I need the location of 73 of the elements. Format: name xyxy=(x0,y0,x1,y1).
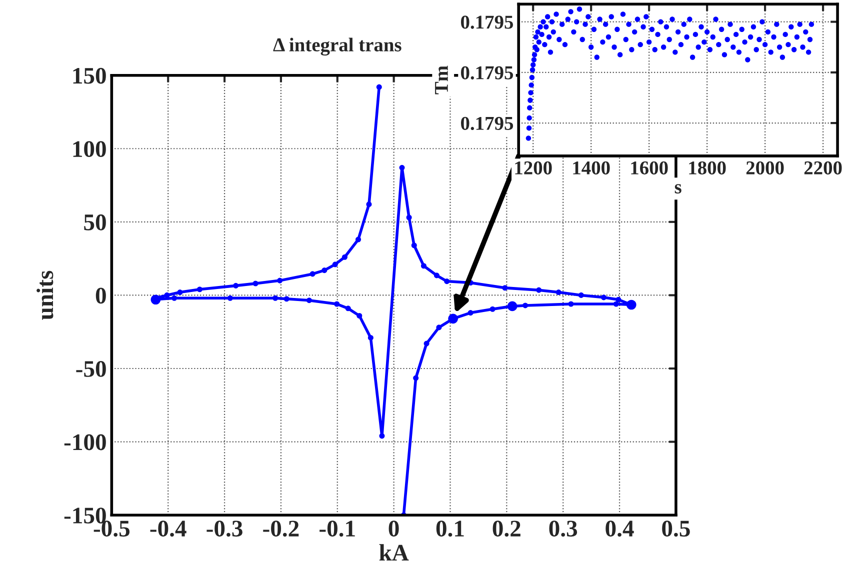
point xyxy=(306,298,312,304)
point xyxy=(434,272,440,278)
x-axis-title: s xyxy=(674,184,682,194)
point xyxy=(399,164,405,170)
chart-title: Δ integral trans xyxy=(273,38,402,56)
y-axis-title: Tm xyxy=(435,66,448,94)
point xyxy=(368,334,374,340)
point xyxy=(613,301,619,307)
y-tick-label: 0.1795 xyxy=(461,66,514,80)
y-tick-label: 100 xyxy=(73,141,106,158)
point xyxy=(411,242,417,248)
x-tick-label: -0.4 xyxy=(150,520,186,537)
point xyxy=(233,282,239,288)
point xyxy=(444,278,450,284)
point xyxy=(355,236,362,242)
point xyxy=(600,294,607,300)
point xyxy=(252,280,258,286)
point xyxy=(420,263,426,269)
point xyxy=(366,202,372,208)
y-axis-title: units xyxy=(36,270,54,320)
point xyxy=(272,295,278,301)
x-tick-label: 0.1 xyxy=(436,520,464,537)
x-tick-label: 2200 xyxy=(804,161,842,174)
point xyxy=(322,268,328,274)
point xyxy=(284,296,290,302)
point xyxy=(332,262,338,268)
x-tick-label: -0.1 xyxy=(320,520,355,537)
point xyxy=(522,302,528,308)
x-tick-label: 0 xyxy=(388,520,399,537)
point xyxy=(196,286,202,292)
x-axis-title: kA xyxy=(379,544,409,561)
y-tick-label: -100 xyxy=(64,434,106,450)
point xyxy=(164,292,170,298)
point xyxy=(342,254,348,260)
x-tick-label: 0.4 xyxy=(606,520,634,537)
point xyxy=(310,271,316,277)
x-tick-label: 1600 xyxy=(631,161,668,174)
y-tick-label: 0.1795 xyxy=(461,16,514,29)
point xyxy=(490,306,496,312)
point xyxy=(172,295,178,301)
point xyxy=(376,84,382,90)
y-tick-label: -50 xyxy=(76,360,106,377)
x-tick-label: 2000 xyxy=(746,161,784,174)
point xyxy=(345,306,351,312)
x-tick-label: 1400 xyxy=(573,161,610,174)
point xyxy=(468,310,474,316)
x-tick-label: 0.2 xyxy=(492,520,520,537)
point xyxy=(356,312,362,319)
point xyxy=(413,375,419,381)
x-tick-label: -0.2 xyxy=(263,520,299,537)
y-tick-label: 0 xyxy=(96,288,106,304)
x-tick-label: 0.5 xyxy=(662,520,690,537)
y-tick-label: 150 xyxy=(73,68,106,84)
point xyxy=(536,287,542,293)
x-tick-label: -0.3 xyxy=(206,520,242,537)
point xyxy=(406,214,412,220)
x-tick-label: 1200 xyxy=(515,161,552,174)
point xyxy=(578,292,584,298)
point xyxy=(177,290,183,296)
point xyxy=(277,278,283,284)
point xyxy=(424,340,430,346)
y-tick-label: 0.1795 xyxy=(461,116,514,130)
point xyxy=(379,433,385,439)
y-tick-label: 50 xyxy=(84,214,106,230)
x-tick-label: 1800 xyxy=(689,161,726,174)
x-tick-label: 0.3 xyxy=(549,520,578,537)
point xyxy=(616,296,622,302)
point xyxy=(227,295,233,301)
point xyxy=(436,324,442,330)
point xyxy=(568,301,574,307)
point xyxy=(556,290,562,296)
point xyxy=(334,301,340,307)
point xyxy=(502,285,508,291)
